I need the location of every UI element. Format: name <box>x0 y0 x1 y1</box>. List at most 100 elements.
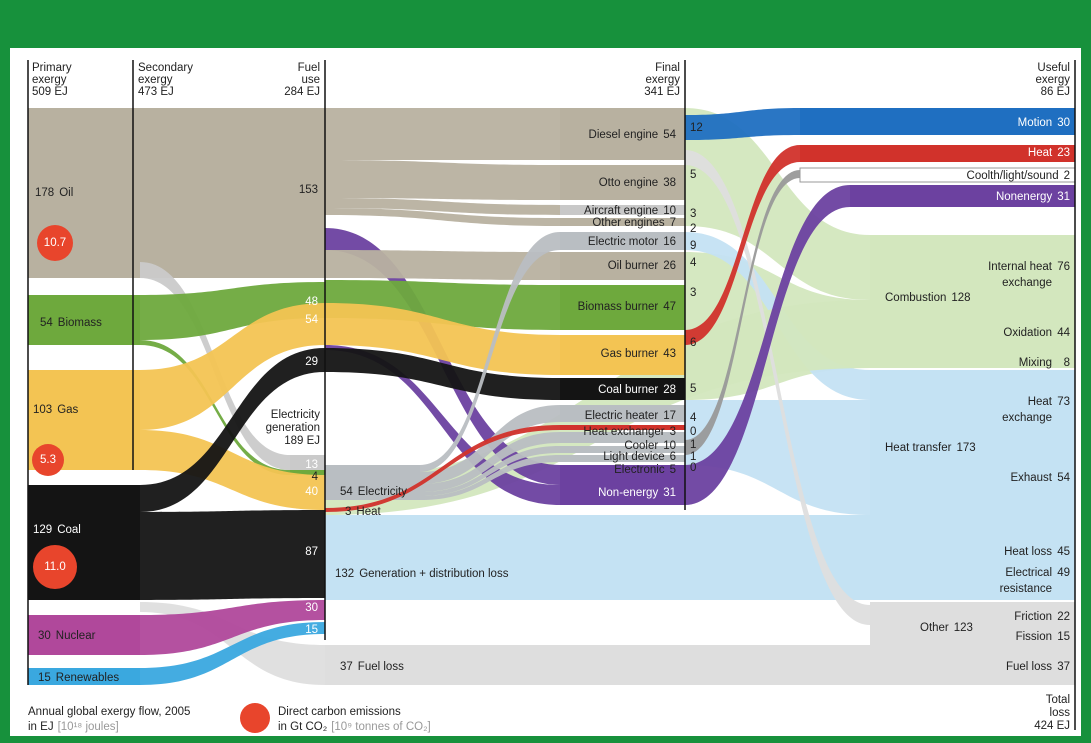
device-useful: 4 <box>690 257 697 269</box>
device-useful: 1 <box>690 451 696 463</box>
device-label: Oil burner 26 <box>608 260 676 272</box>
emission-circle <box>37 225 73 261</box>
device-bar <box>560 378 685 400</box>
fuel-use-value: 54 <box>305 314 318 326</box>
device-useful: 5 <box>690 383 696 395</box>
flow <box>325 515 1075 600</box>
label-part: Combustion <box>885 292 946 304</box>
loss-value: 73 <box>1057 396 1070 408</box>
carrier-label: 54 Electricity <box>340 486 407 498</box>
label-part: Electric heater <box>585 410 659 422</box>
flow <box>870 235 1075 368</box>
label-part: Heat <box>1028 147 1053 159</box>
label-part: 6 <box>670 451 676 463</box>
flow <box>685 145 800 345</box>
label-part: 37 <box>340 661 353 673</box>
device-label: Other engines 7 <box>592 217 676 229</box>
device-bar <box>560 425 685 430</box>
loss-value: 49 <box>1057 567 1070 579</box>
useful-label: Coolth/light/sound 2 <box>967 170 1070 182</box>
useful-label: Motion 30 <box>1018 117 1070 129</box>
device-useful: 12 <box>690 122 703 134</box>
footer-unit: in EJ [10¹⁸ joules] <box>28 721 119 733</box>
loss-label: resistance <box>1000 583 1052 595</box>
flow <box>325 645 1075 685</box>
label-part: 26 <box>663 260 676 272</box>
label-part: Heat exchanger <box>583 426 664 438</box>
device-label: Light device 6 <box>603 451 676 463</box>
device-bar <box>560 335 685 375</box>
label-part: 17 <box>663 410 676 422</box>
useful-label: Heat 23 <box>1028 147 1070 159</box>
device-useful: 3 <box>690 287 696 299</box>
loss-label: Fuel loss <box>1006 661 1052 673</box>
device-bar <box>560 446 685 453</box>
fuel-use-value: 153 <box>299 184 318 196</box>
column-header: Secondary <box>138 62 193 74</box>
total-loss: 424 EJ <box>1034 720 1070 732</box>
label-part: Oil <box>59 187 73 199</box>
primary-label: 30 Nuclear <box>38 630 96 642</box>
carrier-label: 132 Generation + distribution loss <box>335 568 509 580</box>
flow <box>325 108 560 160</box>
label-part: Non-energy <box>598 487 658 499</box>
flow <box>870 370 1075 515</box>
flow <box>870 602 1075 645</box>
loss-label: Fission <box>1016 631 1052 643</box>
label-part: [10⁹ tonnes of CO₂] <box>331 721 431 733</box>
flow <box>325 160 560 200</box>
loss-label: Electrical <box>1005 567 1052 579</box>
label-part: Nonenergy <box>996 191 1053 203</box>
flow <box>325 208 560 226</box>
label-part: Gas <box>57 404 78 416</box>
flow <box>140 303 325 430</box>
label-part: Gas burner <box>601 348 659 360</box>
label-part: 30 <box>1057 117 1070 129</box>
label-part: 3 <box>345 506 351 518</box>
label-part: 128 <box>951 292 970 304</box>
label-part: 31 <box>663 487 676 499</box>
label-part: 54 <box>663 129 676 141</box>
label-part: Biomass burner <box>578 301 659 313</box>
flow <box>685 108 870 300</box>
label-part: Heat <box>356 506 381 518</box>
primary-label: 178 Oil <box>35 187 73 199</box>
flow <box>685 150 870 625</box>
device-label: Otto engine 38 <box>599 177 676 189</box>
flow <box>140 600 325 655</box>
label-part: Renewables <box>56 672 120 684</box>
loss-label: Mixing <box>1019 357 1052 369</box>
loss-value: 45 <box>1057 546 1070 558</box>
loss-value: 44 <box>1057 327 1070 339</box>
column-header: 284 EJ <box>284 86 320 98</box>
loss-value: 76 <box>1057 261 1070 273</box>
flow <box>140 340 290 475</box>
flow <box>28 295 140 345</box>
node-title: Electricity <box>271 409 320 421</box>
label-part: 10 <box>663 440 676 452</box>
label-part: 47 <box>663 301 676 313</box>
device-bar <box>560 165 685 200</box>
flow <box>325 303 560 375</box>
emission-label: 5.3 <box>40 454 56 466</box>
label-part: 54 <box>340 486 353 498</box>
label-part: Electric motor <box>588 236 658 248</box>
device-useful: 5 <box>690 169 696 181</box>
emission-label: 11.0 <box>44 561 66 573</box>
label-part: 5 <box>670 464 676 476</box>
label-part: in Gt CO₂ <box>278 721 327 733</box>
loss-label: exchange <box>1002 412 1052 424</box>
label-part: 54 <box>40 317 53 329</box>
label-part: Oil burner <box>608 260 659 272</box>
flow <box>420 405 560 484</box>
label-part: 43 <box>663 348 676 360</box>
label-part: 38 <box>663 177 676 189</box>
label-part: Nuclear <box>56 630 96 642</box>
loss-value: 15 <box>1057 631 1070 643</box>
device-useful: 1 <box>690 439 696 451</box>
label-part: 16 <box>663 236 676 248</box>
device-bar <box>560 218 685 226</box>
flow <box>420 432 560 492</box>
label-part: Coolth/light/sound <box>967 170 1059 182</box>
column-header: 473 EJ <box>138 86 174 98</box>
